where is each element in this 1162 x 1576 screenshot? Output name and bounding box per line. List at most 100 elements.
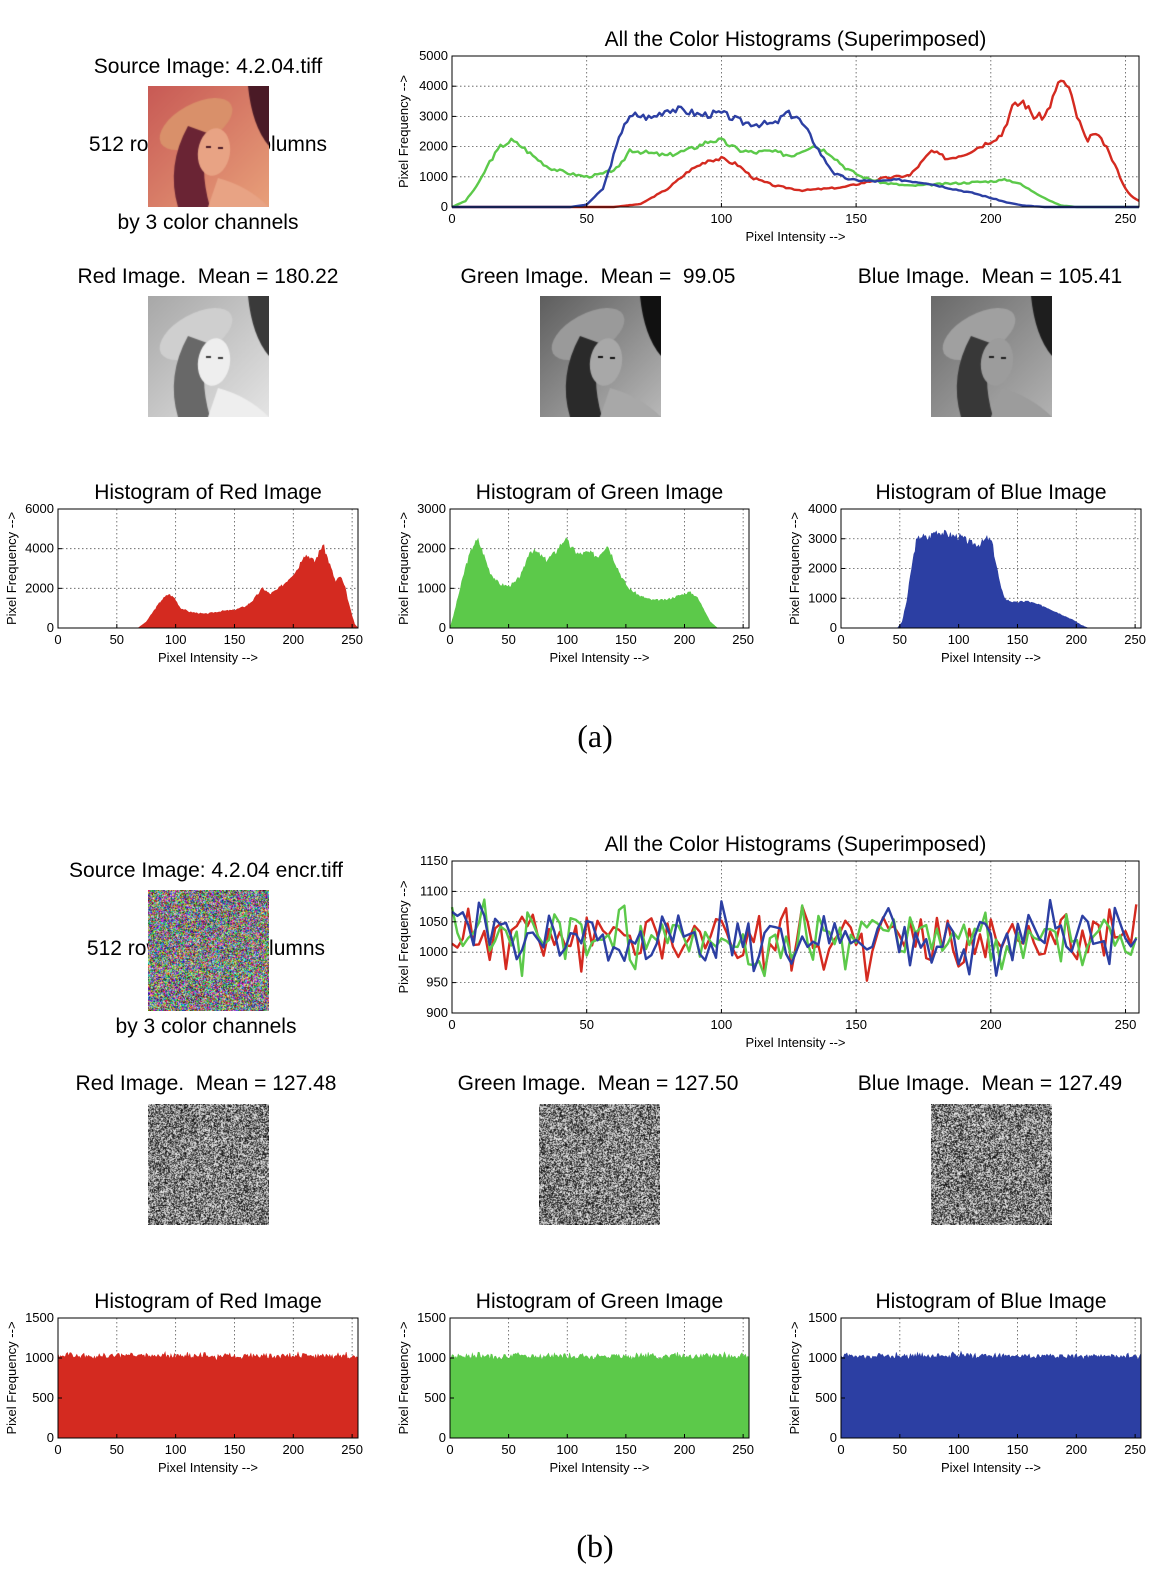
tick-label-y: 500: [32, 1390, 54, 1405]
tick-label-x: 50: [579, 1017, 593, 1032]
red-image-title-b: Red Image. Mean = 127.48: [75, 1072, 337, 1095]
source-line: by 3 color channels: [117, 211, 299, 234]
series-area-blue: [840, 1350, 1142, 1439]
tick-label-x: 0: [448, 1017, 455, 1032]
tick-label-x: 50: [501, 632, 515, 647]
tick-label-y: 0: [830, 620, 837, 635]
series-area-red: [57, 1351, 359, 1439]
tick-label-x: 50: [893, 1442, 907, 1457]
source-line: by 3 color channels: [115, 1015, 297, 1038]
tick-label-x: 100: [948, 1442, 970, 1457]
tick-label-y: 2000: [419, 139, 448, 154]
plot-frame: [449, 1317, 750, 1439]
tick-label-y: 5000: [419, 48, 448, 63]
tick-label-x: 50: [579, 211, 593, 226]
tick-label-x: 100: [165, 632, 187, 647]
plot-frame: [840, 1317, 1142, 1439]
blue-image-title-a: Blue Image. Mean = 105.41: [857, 265, 1123, 288]
tick-label-y: 1000: [25, 1350, 54, 1365]
tick-label-y: 3000: [808, 531, 837, 546]
tick-label-x: 200: [980, 211, 1002, 226]
tick-label-x: 100: [711, 211, 733, 226]
chart-title: Histogram of Green Image: [476, 1290, 723, 1313]
red-channel-image-b: [148, 1104, 269, 1225]
x-axis-label: Pixel Intensity -->: [158, 650, 258, 665]
x-axis-label: Pixel Intensity -->: [549, 1460, 649, 1475]
blue-image-title-b: Blue Image. Mean = 127.49: [857, 1072, 1123, 1095]
tick-label-x: 200: [1065, 632, 1087, 647]
blue-channel-image-a: [931, 296, 1052, 417]
tick-label-x: 200: [674, 1442, 696, 1457]
tick-label-y: 500: [424, 1390, 446, 1405]
tick-label-x: 250: [732, 632, 754, 647]
x-axis-label: Pixel Intensity -->: [745, 229, 845, 244]
tick-label-y: 1500: [417, 1310, 446, 1325]
tick-label-y: 1050: [419, 914, 448, 929]
tick-label-x: 250: [1115, 1017, 1137, 1032]
tick-label-y: 2000: [417, 541, 446, 556]
tick-label-x: 200: [282, 1442, 304, 1457]
source-line: Source Image: 4.2.04.tiff: [93, 55, 323, 78]
tick-label-x: 150: [615, 632, 637, 647]
green-channel-image-b: [539, 1104, 660, 1225]
chart-title: Histogram of Red Image: [94, 481, 322, 504]
x-axis-label: Pixel Intensity -->: [158, 1460, 258, 1475]
green-image-title-a: Green Image. Mean = 99.05: [460, 265, 736, 288]
tick-label-y: 900: [426, 1005, 448, 1020]
series-line-green: [451, 137, 1139, 209]
tick-label-y: 3000: [419, 108, 448, 123]
tick-label-x: 250: [1124, 632, 1146, 647]
x-axis-label: Pixel Intensity -->: [941, 650, 1041, 665]
blue-channel-image-b: [931, 1104, 1052, 1225]
tick-label-x: 50: [501, 1442, 515, 1457]
plot-frame: [451, 55, 1140, 208]
tick-label-y: 0: [47, 1430, 54, 1445]
plot-frame: [57, 508, 359, 629]
tick-label-y: 1500: [808, 1310, 837, 1325]
plot-frame: [57, 1317, 359, 1439]
tick-label-y: 1000: [417, 1350, 446, 1365]
y-axis-label: Pixel Frequency -->: [396, 75, 411, 188]
caption-a: (a): [577, 718, 613, 754]
chart-title: Histogram of Blue Image: [875, 1290, 1106, 1313]
tick-label-x: 150: [224, 1442, 246, 1457]
source-image-b: [148, 890, 269, 1011]
tick-label-x: 100: [711, 1017, 733, 1032]
tick-label-x: 200: [980, 1017, 1002, 1032]
tick-label-x: 0: [446, 1442, 453, 1457]
tick-label-x: 150: [845, 1017, 867, 1032]
tick-label-x: 150: [615, 1442, 637, 1457]
tick-label-y: 1150: [420, 853, 448, 868]
tick-label-y: 4000: [808, 501, 837, 516]
tick-label-x: 150: [1007, 632, 1029, 647]
tick-label-y: 6000: [25, 501, 54, 516]
tick-label-x: 200: [282, 632, 304, 647]
tick-label-x: 0: [446, 632, 453, 647]
tick-label-y: 1000: [808, 1350, 837, 1365]
series-line-blue: [451, 898, 1138, 977]
tick-label-y: 1000: [808, 590, 837, 605]
tick-label-x: 0: [54, 632, 61, 647]
plot-frame: [451, 860, 1140, 1014]
series-area-green: [449, 1351, 750, 1439]
red-image-title-a: Red Image. Mean = 180.22: [77, 265, 339, 288]
tick-label-x: 150: [845, 211, 867, 226]
tick-label-x: 250: [1124, 1442, 1146, 1457]
tick-label-x: 100: [556, 632, 578, 647]
tick-label-y: 1000: [419, 944, 448, 959]
y-axis-label: Pixel Frequency -->: [787, 1321, 802, 1434]
x-axis-label: Pixel Intensity -->: [549, 650, 649, 665]
tick-label-x: 100: [948, 632, 970, 647]
tick-label-x: 0: [837, 632, 844, 647]
tick-label-x: 150: [1007, 1442, 1029, 1457]
tick-label-x: 0: [837, 1442, 844, 1457]
y-axis-label: Pixel Frequency -->: [4, 512, 19, 625]
tick-label-x: 250: [341, 1442, 363, 1457]
series-area-green: [449, 537, 749, 629]
